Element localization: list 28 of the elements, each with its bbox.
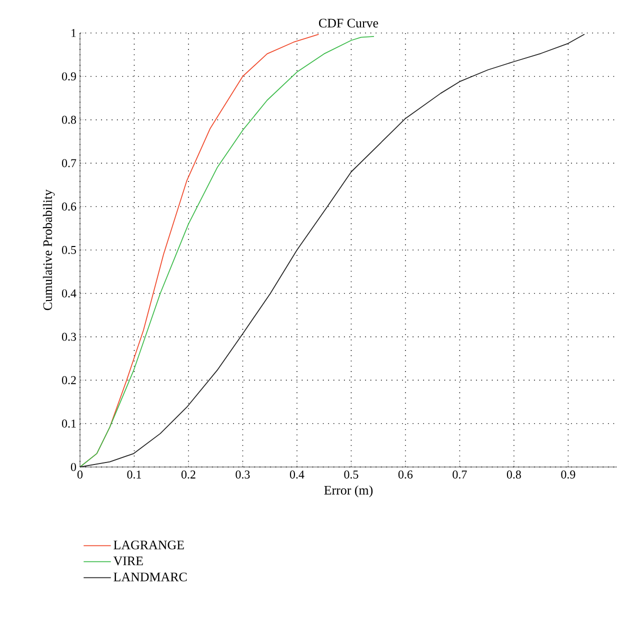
x-tick-label: 0.6 xyxy=(398,470,412,479)
y-tick-label: 1 xyxy=(71,29,76,37)
x-tick-label: 0.1 xyxy=(127,470,141,479)
y-tick-label: 0.6 xyxy=(62,202,76,211)
legend-label: LAGRANGE xyxy=(113,540,184,550)
y-tick-label: 0.2 xyxy=(62,376,76,384)
x-tick-label: 0.7 xyxy=(452,470,467,479)
chart-title: CDF Curve xyxy=(318,18,378,28)
y-tick-label: 0.7 xyxy=(62,159,76,168)
x-tick-label: 0.4 xyxy=(290,470,304,479)
y-tick-label: 0 xyxy=(70,462,76,472)
x-tick-label: 0.5 xyxy=(344,470,358,479)
y-tick-label: 0.9 xyxy=(62,72,76,80)
y-tick-label: 0.8 xyxy=(62,116,76,124)
y-axis-title: Cumulative Probability xyxy=(42,189,55,310)
x-tick-label: 0.9 xyxy=(560,470,575,479)
y-tick-label: 0.5 xyxy=(62,246,76,254)
legend-label: LANDMARC xyxy=(113,572,186,582)
y-tick-label: 0.4 xyxy=(62,289,76,298)
x-tick-label: 0.2 xyxy=(181,470,196,479)
x-tick-label: 0.8 xyxy=(506,470,521,479)
y-tick-label: 0.3 xyxy=(62,332,76,341)
x-tick-label: 0.3 xyxy=(236,470,250,479)
y-tick-label: 0.1 xyxy=(62,420,76,428)
legend-label: VIRE xyxy=(113,556,143,566)
x-tick-label: 0 xyxy=(77,470,82,479)
line-series xyxy=(80,36,374,467)
x-axis-title: Error (m) xyxy=(324,485,372,498)
